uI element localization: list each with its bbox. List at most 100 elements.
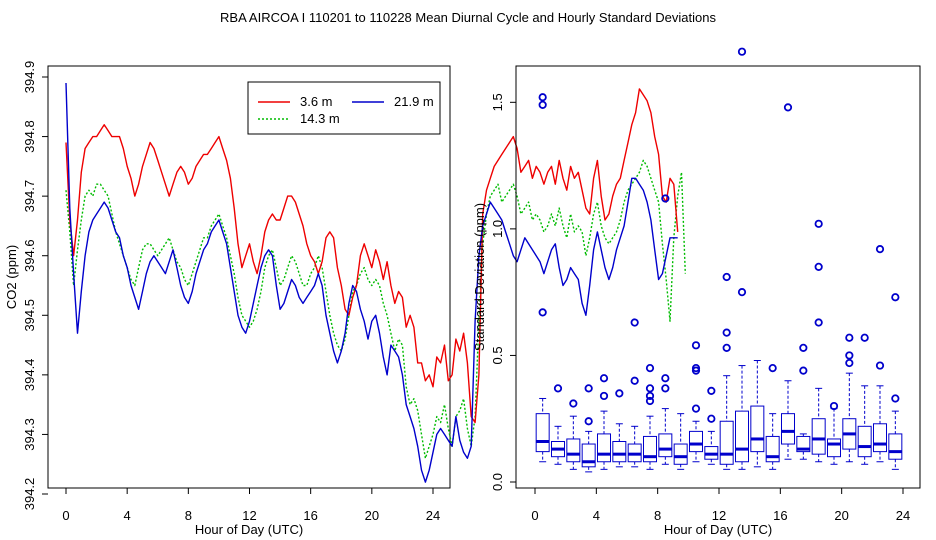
outlier-point xyxy=(615,389,624,398)
box-hour-19.5 xyxy=(827,401,841,465)
iqr-box xyxy=(689,430,703,453)
iqr-box xyxy=(750,405,765,453)
left-y-tick-label: 394.3 xyxy=(22,418,37,451)
box-hour-16.5 xyxy=(781,103,795,460)
box-hour-6.5 xyxy=(627,318,642,468)
outlier-point xyxy=(691,363,701,373)
box-hour-7.5 xyxy=(643,363,657,470)
legend-label-21-9m: 21.9 m xyxy=(394,94,434,109)
left-y-tick-label: 394.2 xyxy=(22,478,37,511)
outlier-point xyxy=(569,399,578,408)
left-axes: 0 4 8 12 16 20 24 394.2 394.3 394.4 394.5 394.6 394.… xyxy=(22,61,440,523)
left-y-tick-label: 394.6 xyxy=(22,239,37,272)
iqr-box xyxy=(612,441,627,463)
outlier-point xyxy=(722,328,731,337)
left-y-tick-label: 394.4 xyxy=(22,359,37,392)
box-hour-12.5 xyxy=(719,272,734,470)
outlier-point xyxy=(814,318,823,327)
box-hour-21.5 xyxy=(857,333,872,465)
outlier-point xyxy=(661,384,670,393)
outlier-point xyxy=(814,219,823,228)
series-line-14-3-m xyxy=(65,159,686,459)
outlier-point xyxy=(599,391,609,401)
outlier-point xyxy=(645,384,655,393)
iqr-box xyxy=(857,425,872,458)
outlier-point xyxy=(891,293,900,302)
left-x-tick-label: 20 xyxy=(365,508,379,523)
box-hour-1.5 xyxy=(551,384,565,465)
std-dev-boxplot-panel: 0 4 8 12 16 20 24 0.0 0.5 1.0 1.5 Hour of Day (UTC… xyxy=(472,47,921,537)
right-x-axis-label: Hour of Day (UTC) xyxy=(664,522,772,537)
outlier-point xyxy=(722,343,731,352)
box-hour-5.5 xyxy=(612,389,627,468)
legend-label-3-6m: 3.6 m xyxy=(300,94,333,109)
outlier-point xyxy=(737,288,747,297)
outlier-point xyxy=(737,47,747,56)
outlier-point xyxy=(722,272,731,282)
iqr-box xyxy=(597,433,611,463)
outlier-point xyxy=(707,386,716,395)
outlier-point xyxy=(845,351,854,360)
outlier-point xyxy=(691,341,701,350)
box-hour-4.5 xyxy=(597,374,611,470)
outlier-point xyxy=(645,396,655,406)
outlier-point xyxy=(707,414,716,423)
iqr-box xyxy=(566,438,581,463)
left-y-tick-label: 394.5 xyxy=(22,299,37,332)
left-y-axis-label: CO2 (ppm) xyxy=(4,245,19,309)
iqr-box xyxy=(827,438,841,458)
right-x-tick-label: 16 xyxy=(773,508,787,523)
co2-diurnal-cycle-panel: 0 4 8 12 16 20 24 394.2 394.3 394.4 394.5 394.6 394.… xyxy=(4,61,686,537)
left-y-tick-label: 394.9 xyxy=(22,61,37,94)
box-hour-10.5 xyxy=(689,341,703,463)
outlier-point xyxy=(645,363,655,373)
iqr-box xyxy=(765,435,780,463)
right-x-tick-label: 8 xyxy=(654,508,661,523)
box-hour-13.5 xyxy=(735,47,749,470)
iqr-box xyxy=(735,410,749,463)
figure-title: RBA AIRCOA I 110201 to 110228 Mean Diurn… xyxy=(220,10,716,25)
right-x-tick-label: 24 xyxy=(896,508,910,523)
left-x-axis-label: Hour of Day (UTC) xyxy=(195,522,303,537)
outlier-point xyxy=(691,404,701,413)
series-line-21-9-m xyxy=(65,82,678,483)
outlier-point xyxy=(538,100,547,109)
iqr-box xyxy=(535,413,550,453)
right-y-tick-label: 0.5 xyxy=(490,346,505,364)
right-x-tick-label: 12 xyxy=(712,508,726,523)
box-hour-3.5 xyxy=(581,384,596,473)
box-hour-20.5 xyxy=(842,333,857,463)
outlier-point xyxy=(538,308,547,317)
left-y-tick-label: 394.7 xyxy=(22,180,37,213)
box-hour-2.5 xyxy=(566,399,581,470)
outlier-point xyxy=(845,333,854,342)
right-boxes xyxy=(535,47,903,473)
right-y-tick-label: 1.0 xyxy=(490,220,505,238)
outlier-point xyxy=(630,318,639,327)
right-x-tick-label: 4 xyxy=(593,508,600,523)
outlier-point xyxy=(630,376,639,385)
outlier-point xyxy=(829,401,839,411)
right-y-tick-label: 0.0 xyxy=(490,473,505,491)
right-x-tick-label: 20 xyxy=(834,508,848,523)
outlier-point xyxy=(875,361,885,370)
right-y-axis-label: Standard Deviation (ppm) xyxy=(472,203,487,351)
iqr-box xyxy=(796,435,811,453)
iqr-box xyxy=(643,435,657,463)
outlier-point xyxy=(584,384,593,393)
box-hour-9.5 xyxy=(673,413,688,470)
outlier-point xyxy=(799,366,808,375)
legend-label-14-3m: 14.3 m xyxy=(300,111,340,126)
right-axes: 0 4 8 12 16 20 24 0.0 0.5 1.0 1.5 xyxy=(490,93,910,523)
box-hour-22.5 xyxy=(873,245,887,463)
outlier-point xyxy=(891,394,900,403)
legend-box xyxy=(247,81,441,135)
series-line-3-6-m xyxy=(65,88,679,424)
box-hour-8.5 xyxy=(658,194,673,465)
outlier-point xyxy=(875,245,885,254)
box-hour-15.5 xyxy=(765,363,780,470)
outlier-point xyxy=(645,391,655,401)
iqr-box xyxy=(658,433,673,458)
iqr-box xyxy=(811,418,826,455)
iqr-box xyxy=(888,433,903,460)
